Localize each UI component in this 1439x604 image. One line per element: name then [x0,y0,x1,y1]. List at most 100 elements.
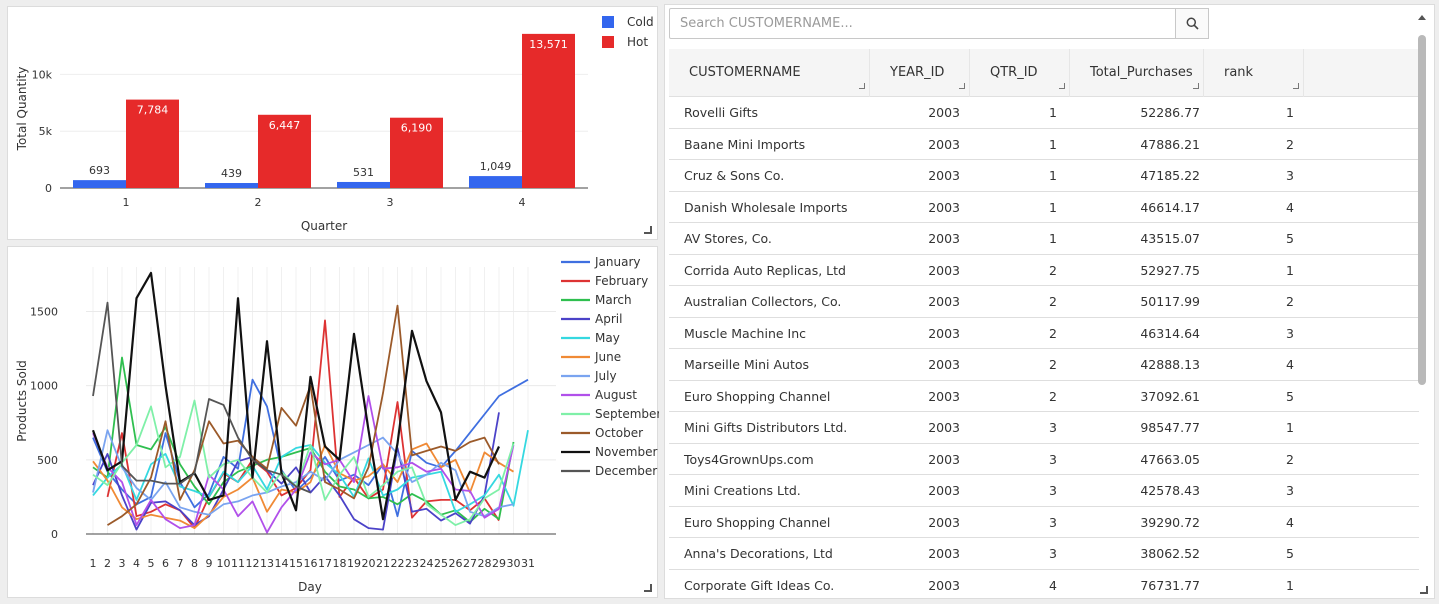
legend-label: Cold [627,15,654,29]
total-purchases-cell: 52286.77 [1140,105,1200,120]
y-tick-label: 10k [32,68,53,81]
customername-cell: Baane Mini Imports [684,136,806,152]
table-row[interactable]: Cruz & Sons Co. 2003 1 47185.22 3 [669,160,1419,192]
table-row[interactable]: Toys4GrownUps.com 2003 3 47663.05 2 [669,444,1419,475]
table-panel-resize-handle[interactable] [1420,586,1428,594]
column-header-qtr-id[interactable]: QTR_ID [970,49,1070,97]
scrollbar-thumb[interactable] [1418,35,1426,385]
total-purchases-cell: 98547.77 [1140,420,1200,435]
table-row[interactable]: Rovelli Gifts 2003 1 52286.77 1 [669,97,1419,129]
x-tick-label: 18 [333,557,347,570]
column-resize-icon[interactable] [1059,83,1065,89]
search-bar [669,8,1209,39]
total-purchases-cell: 46314.64 [1140,325,1200,341]
table-row[interactable]: Marseille Mini Autos 2003 2 42888.13 4 [669,349,1419,381]
x-tick-label: 4 [519,196,526,209]
year-id-cell: 2003 [928,514,960,530]
customername-cell: AV Stores, Co. [684,231,772,246]
customername-cell: Muscle Machine Inc [684,325,807,341]
table-row[interactable]: Euro Shopping Channel 2003 3 39290.72 4 [669,507,1419,538]
total-purchases-cell: 42578.43 [1140,483,1200,498]
rank-cell: 5 [1286,231,1294,246]
line-panel-resize-handle[interactable] [644,584,652,592]
x-tick-label: 5 [148,557,155,570]
table-row[interactable]: Corporate Gift Ideas Co. 2003 4 76731.77 1 [669,570,1419,599]
year-id-cell: 2003 [928,262,960,278]
table-row[interactable]: Danish Wholesale Imports 2003 1 46614.17 4 [669,192,1419,223]
x-tick-label: 24 [420,557,434,570]
line-chart-panel: 0 500 1000 1500 1 2 3 4 5 6 7 8 9 10 11 12 13 14 15 16 17 18 1… [7,246,661,598]
total-purchases-cell: 38062.52 [1140,546,1200,561]
total-purchases-cell: 52927.75 [1140,262,1200,278]
rank-cell: 1 [1286,105,1294,120]
table-row[interactable]: AV Stores, Co. 2003 1 43515.07 5 [669,223,1419,255]
y-tick-label: 1500 [30,306,58,319]
table-row[interactable]: Mini Creations Ltd. 2003 3 42578.43 3 [669,475,1419,507]
bar-chart-panel: 0 5k 10k 1 693 7,784 2 439 6,447 3 531 6,190 4 1,049 1… [7,6,658,240]
column-header-rank[interactable]: rank [1204,49,1304,97]
column-resize-icon[interactable] [1293,83,1299,89]
column-header-label: CUSTOMERNAME [689,65,801,80]
rank-cell: 1 [1286,262,1294,278]
table-row[interactable]: Corrida Auto Replicas, Ltd 2003 2 52927.75 1 [669,255,1419,286]
qtr-id-cell: 2 [1049,357,1057,372]
table-row[interactable]: Muscle Machine Inc 2003 2 46314.64 3 [669,318,1419,349]
rank-cell: 4 [1286,357,1294,372]
line-series-april [92,412,500,531]
table-row[interactable]: Euro Shopping Channel 2003 2 37092.61 5 [669,381,1419,412]
customername-cell: Mini Creations Ltd. [684,483,801,498]
x-tick-label: 20 [362,557,376,570]
vertical-scrollbar[interactable] [1415,13,1429,598]
year-id-cell: 2003 [928,199,960,215]
table-row[interactable]: Mini Gifts Distributors Ltd. 2003 3 98547.7… [669,412,1419,444]
rank-cell: 5 [1286,546,1294,561]
total-purchases-cell: 47886.21 [1140,136,1200,152]
rank-cell: 5 [1286,388,1294,404]
table-row[interactable]: Anna's Decorations, Ltd 2003 3 38062.52 5 [669,538,1419,570]
year-id-cell: 2003 [928,483,960,498]
table-row[interactable]: Australian Collectors, Co. 2003 2 50117.99 2 [669,286,1419,318]
year-id-cell: 2003 [928,105,960,120]
column-resize-icon[interactable] [959,83,965,89]
total-purchases-cell: 76731.77 [1140,577,1200,593]
table-header: CUSTOMERNAME YEAR_ID QTR_ID Total_Purcha… [669,49,1419,97]
x-tick-label: 4 [133,557,140,570]
total-purchases-cell: 37092.61 [1140,388,1200,404]
column-resize-icon[interactable] [1193,83,1199,89]
bar-hot [390,117,443,188]
customername-cell: Danish Wholesale Imports [684,199,848,215]
customername-cell: Corrida Auto Replicas, Ltd [684,262,846,278]
total-purchases-cell: 50117.99 [1140,294,1200,309]
bar-hot [126,99,179,188]
column-header-customername[interactable]: CUSTOMERNAME [669,49,870,97]
bar-hot [258,114,311,188]
total-purchases-cell: 39290.72 [1140,514,1200,530]
legend-label: Hot [627,35,648,49]
x-tick-label: 1 [90,557,97,570]
table-row[interactable]: Baane Mini Imports 2003 1 47886.21 2 [669,129,1419,160]
qtr-id-cell: 4 [1049,577,1057,593]
total-purchases-cell: 47663.05 [1140,451,1200,467]
legend-label: November [595,445,657,459]
customername-cell: Toys4GrownUps.com [684,451,814,467]
column-header-year-id[interactable]: YEAR_ID [870,49,970,97]
column-resize-icon[interactable] [859,83,865,89]
bar-cold [73,180,126,188]
bar-panel-resize-handle[interactable] [644,226,652,234]
column-header-label: rank [1224,65,1254,80]
x-tick-label: 1 [123,196,130,209]
search-button[interactable] [1176,8,1209,39]
legend-label: August [595,388,637,402]
x-tick-label: 28 [478,557,492,570]
column-header-label: YEAR_ID [890,65,945,80]
x-tick-label: 9 [206,557,213,570]
search-input[interactable] [669,8,1176,39]
legend-swatch-hot [602,36,614,48]
customername-cell: Cruz & Sons Co. [684,168,785,183]
column-header-total-purchases[interactable]: Total_Purchases [1070,49,1204,97]
x-axis-title: Quarter [301,219,347,233]
customername-cell: Euro Shopping Channel [684,514,831,530]
year-id-cell: 2003 [928,231,960,246]
scroll-up-arrow-icon[interactable] [1418,15,1426,20]
